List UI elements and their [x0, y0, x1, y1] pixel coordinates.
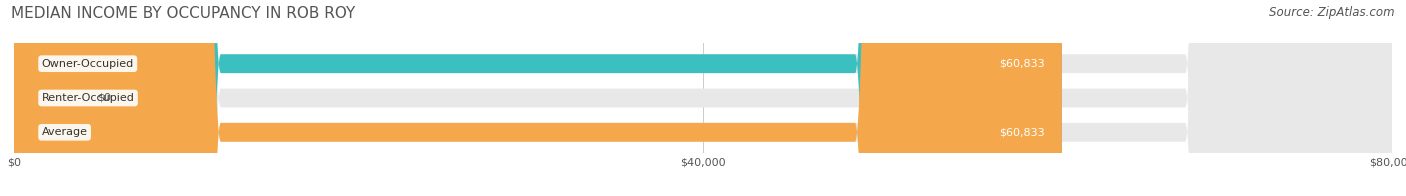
FancyBboxPatch shape [14, 0, 1392, 196]
FancyBboxPatch shape [14, 0, 1062, 196]
FancyBboxPatch shape [14, 0, 1392, 196]
Text: $60,833: $60,833 [1000, 59, 1045, 69]
Text: $60,833: $60,833 [1000, 127, 1045, 137]
Text: Source: ZipAtlas.com: Source: ZipAtlas.com [1270, 6, 1395, 19]
FancyBboxPatch shape [14, 0, 1062, 196]
Text: MEDIAN INCOME BY OCCUPANCY IN ROB ROY: MEDIAN INCOME BY OCCUPANCY IN ROB ROY [11, 6, 356, 21]
FancyBboxPatch shape [14, 0, 1392, 196]
Text: Owner-Occupied: Owner-Occupied [42, 59, 134, 69]
Text: Renter-Occupied: Renter-Occupied [42, 93, 135, 103]
Text: Average: Average [42, 127, 87, 137]
FancyBboxPatch shape [0, 0, 118, 196]
Text: $0: $0 [97, 93, 111, 103]
